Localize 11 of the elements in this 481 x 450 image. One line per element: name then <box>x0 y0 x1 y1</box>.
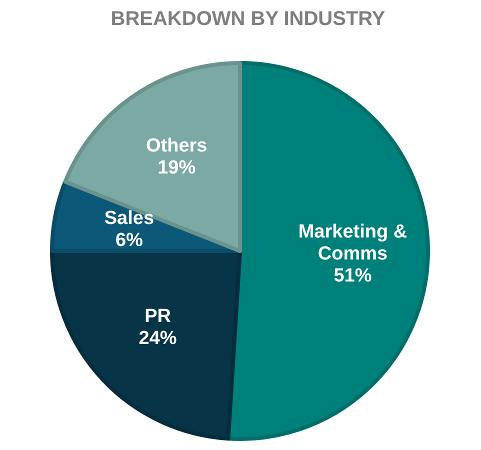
data-label: 19% <box>158 158 196 179</box>
slice-label: Sales <box>104 208 154 229</box>
data-label: 51% <box>334 266 372 287</box>
data-label: 24% <box>138 328 177 350</box>
slice-label: Others <box>146 136 208 157</box>
slice-label: Marketing & Comms <box>298 222 408 265</box>
pie-slice <box>63 61 242 253</box>
chart-title: BREAKDOWN BY INDUSTRY <box>110 8 386 30</box>
data-label: 6% <box>115 230 144 251</box>
slice-label: PR <box>144 306 172 328</box>
pie-slice <box>50 249 242 441</box>
